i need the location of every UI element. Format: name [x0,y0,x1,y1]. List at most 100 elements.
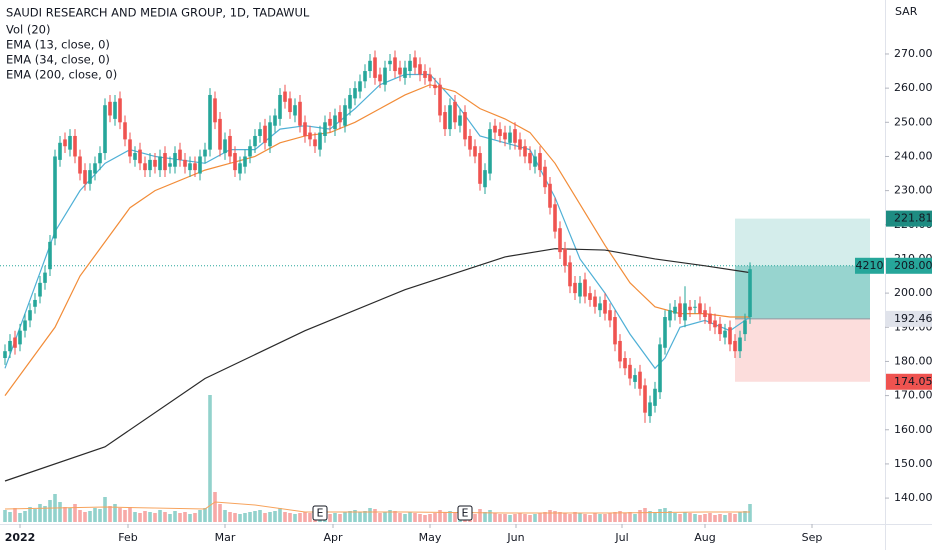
candle-body [558,228,562,253]
candle-body [618,340,622,362]
volume-bar [303,512,307,522]
volume-bar [83,512,87,522]
volume-bar [363,511,367,522]
target-zone [735,218,870,319]
candle-body [208,94,212,150]
candle-body [88,170,92,184]
candle-body [703,310,707,318]
volume-bar [448,511,452,522]
candle-body [198,156,202,174]
volume-bar [558,512,562,522]
candle-body [573,282,577,294]
candle-body [38,282,42,297]
candle-body [308,132,312,140]
volume-bar [343,512,347,522]
candle-body [438,84,442,116]
volume-bar [603,514,607,522]
y-tick-label: 150.00 [894,457,932,470]
event-marker [312,505,328,521]
volume-bar [368,508,372,522]
volume-bar [108,506,112,522]
y-tick-label: 270.00 [894,47,932,60]
y-tick-label: 240.00 [894,149,932,162]
volume-bar [253,511,257,522]
candle-body [648,402,652,417]
candle-body [583,279,587,297]
volume-bar [293,514,297,522]
candle-body [468,135,472,150]
candle-body [528,153,532,164]
entry-price-label: 192.46 [894,312,932,325]
candle-body [663,317,667,348]
event-label: E [317,507,324,520]
candle-body [603,299,607,314]
volume-bar [73,504,77,522]
candle-body [578,282,582,297]
candle-body [108,101,112,116]
volume-bar [658,509,662,522]
entry-price-label-bg [886,310,932,327]
candle-body [68,135,72,150]
volume-bar [18,513,22,522]
volume-bar [98,509,102,522]
volume-ma-line [4,501,750,514]
candle-body [248,146,252,157]
candle-body [263,125,267,143]
candle-body [93,163,97,174]
x-tick-label: May [419,531,442,544]
candle-body [253,135,257,147]
volume-bar [58,502,62,522]
volume-bar [23,511,27,522]
volume-bar [693,514,697,522]
candle-body [743,320,747,335]
candle-body [113,101,117,119]
volume-bar [383,512,387,522]
volume-bar [618,511,622,522]
candle-body [293,105,297,116]
volume-bar [193,513,197,522]
candle-body [53,156,57,239]
volume-bar [43,506,47,522]
volume-bar [103,497,107,522]
candle-body [733,340,737,352]
candle-body [508,132,512,143]
candle-body [418,64,422,75]
candle-body [523,146,527,157]
candle-body [258,129,262,136]
volume-bar [703,514,707,522]
candle-body [533,156,537,167]
candle-body [158,156,162,171]
volume-bar [168,514,172,522]
volume-bar [623,513,627,522]
candle-body [278,94,282,119]
candle-body [378,74,382,82]
volume-bar [453,513,457,522]
candle-body [613,317,617,345]
currency-label: SAR [895,5,918,18]
volume-bar [283,512,287,522]
candle-body [223,139,227,154]
volume-bar [28,507,32,522]
candle-body [678,303,682,318]
volume-bar [553,511,557,522]
volume-bar [548,510,552,522]
candle-body [228,135,232,157]
candle-body [63,139,67,147]
volume-bar [258,510,262,522]
candle-body [723,330,727,338]
candle-body [178,149,182,160]
candle-body [13,337,17,348]
target-price-label: 221.81 [894,212,932,225]
volume-bar [678,514,682,522]
y-tick-label: 140.00 [894,491,932,504]
candle-body [363,71,367,82]
candle-body [553,204,557,232]
volume-bar [178,513,182,522]
candle-body [423,71,427,78]
candle-body [428,74,432,82]
candle-body [343,105,347,126]
candle-body [283,91,287,102]
candle-body [448,105,452,130]
volume-bar [588,515,592,522]
volume-bar [373,509,377,522]
